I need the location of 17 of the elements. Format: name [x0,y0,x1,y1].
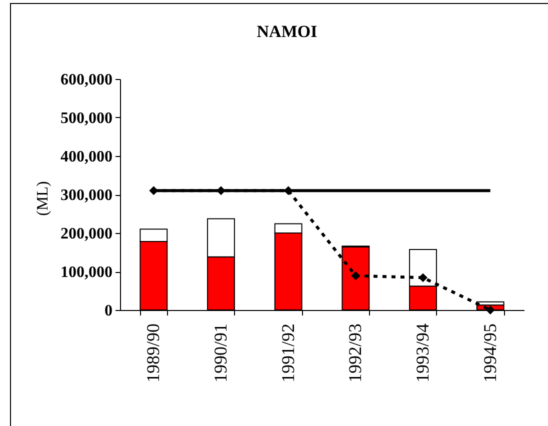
y-tick-label: 0 [104,302,112,320]
y-tick-label: 600,000 [60,72,112,88]
x-tick-label: 1993/94 [412,324,432,383]
y-tick-label: 200,000 [60,226,112,242]
point [351,271,360,280]
point [486,306,495,314]
y-axis-title: (ML) [34,181,52,216]
x-tick-label: 1990/91 [210,324,230,383]
x-tick-label: 1991/92 [278,324,298,383]
y-tick-label: 400,000 [60,148,112,166]
y-tick-label: 100,000 [60,264,112,281]
y-tick-label: 500,000 [60,110,112,127]
x-tick-label: 1989/90 [143,324,164,383]
y-tick-label: 300,000 [60,187,112,204]
chart-title: NAMOI [256,22,318,41]
x-tick-label: 1994/95 [480,324,500,383]
x-tick-label: 1992/93 [345,324,366,383]
